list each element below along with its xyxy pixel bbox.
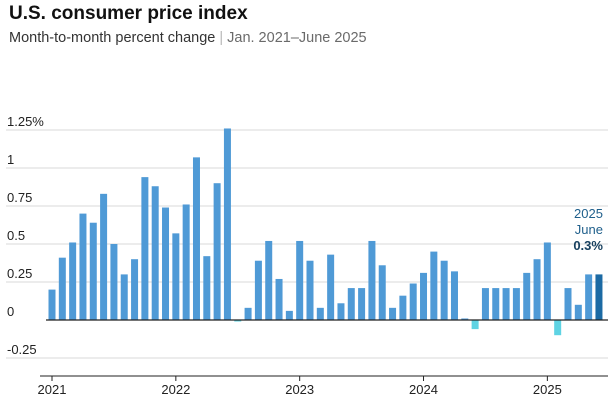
subtitle-main: Month-to-month percent change [9, 30, 216, 46]
bar-2024-12 [533, 259, 541, 320]
bar-2021-09 [131, 259, 139, 320]
bar-2022-07 [234, 320, 242, 322]
y-tick-label: 0.5 [7, 228, 25, 243]
bar-2022-04 [203, 256, 211, 320]
bar-2023-11 [399, 295, 407, 320]
bar-2024-03 [440, 260, 448, 320]
x-tick-label: 2021 [38, 382, 67, 397]
bar-2022-06 [223, 128, 231, 320]
subtitle-date-range: Jan. 2021–June 2025 [227, 30, 367, 46]
annotation-value: 0.3% [573, 238, 603, 253]
annotation-year: 2025 [574, 206, 603, 221]
bar-2023-02 [306, 260, 314, 320]
bar-2023-05 [337, 303, 345, 320]
bar-2024-08 [492, 288, 500, 320]
bar-2023-06 [347, 288, 355, 320]
bar-2024-10 [512, 288, 520, 320]
bar-2022-03 [192, 157, 200, 320]
bar-2023-10 [389, 307, 397, 320]
bars [48, 128, 603, 336]
bar-2021-11 [151, 186, 159, 320]
bar-2021-03 [69, 242, 77, 320]
y-tick-label: 0.25 [7, 266, 32, 281]
x-tick-label: 2024 [409, 382, 438, 397]
bar-2025-03 [564, 288, 572, 320]
bar-2021-05 [89, 222, 97, 320]
chart-subtitle: Month-to-month percent change | Jan. 2021–… [9, 30, 367, 46]
y-tick-label: 1 [7, 152, 14, 167]
subtitle-separator: | [219, 30, 224, 46]
bar-2023-09 [378, 265, 386, 320]
bar-2024-06 [471, 320, 479, 330]
y-tick-label: -0.25 [7, 342, 37, 357]
bar-2025-02 [554, 320, 562, 336]
axes: -0.25 0 0.25 0.5 0.75 1 1.25% 2021 2022 2023 2024 2… [7, 114, 608, 397]
bar-2021-10 [141, 177, 149, 320]
bar-2022-05 [213, 183, 221, 320]
annotation-month: June [575, 222, 603, 237]
bar-2021-02 [58, 257, 66, 320]
bar-2025-01 [543, 242, 551, 320]
bar-2021-12 [162, 207, 170, 320]
bar-2024-09 [502, 288, 510, 320]
bar-2025-05 [585, 274, 593, 320]
bar-2023-01 [296, 240, 304, 320]
bar-2025-06 [595, 274, 603, 320]
bar-2023-03 [316, 307, 324, 320]
x-tick-label: 2022 [161, 382, 190, 397]
y-tick-label: 1.25% [7, 114, 44, 129]
bar-2023-04 [327, 254, 335, 320]
y-tick-label: 0.75 [7, 190, 32, 205]
bar-2024-01 [420, 272, 428, 320]
bar-2022-10 [265, 240, 273, 320]
bar-2022-11 [275, 278, 283, 320]
bar-2025-04 [574, 304, 582, 320]
y-tick-label: 0 [7, 304, 14, 319]
bar-2022-08 [244, 307, 252, 320]
bar-2021-04 [79, 213, 87, 320]
bar-2022-01 [172, 233, 180, 320]
bar-2023-07 [358, 288, 366, 320]
bar-2024-02 [430, 251, 438, 320]
x-tick-label: 2025 [533, 382, 562, 397]
bar-2022-12 [285, 310, 293, 320]
bar-2021-07 [110, 244, 118, 320]
bar-2022-09 [254, 260, 262, 320]
bar-2024-11 [523, 272, 531, 320]
bar-2021-06 [100, 193, 108, 320]
bar-2024-05 [461, 318, 469, 320]
bar-2024-07 [481, 288, 489, 320]
bar-2021-01 [48, 289, 56, 320]
bar-2022-02 [182, 204, 190, 320]
x-tick-label: 2023 [285, 382, 314, 397]
bar-2021-08 [120, 274, 128, 320]
bar-2023-08 [368, 240, 376, 320]
chart-title: U.S. consumer price index [9, 3, 248, 24]
bar-2024-04 [450, 271, 458, 320]
bar-2023-12 [409, 283, 417, 320]
